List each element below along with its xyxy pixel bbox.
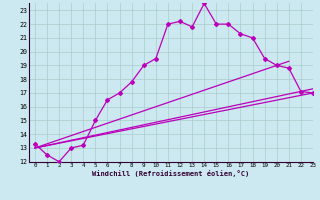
X-axis label: Windchill (Refroidissement éolien,°C): Windchill (Refroidissement éolien,°C)	[92, 170, 250, 177]
